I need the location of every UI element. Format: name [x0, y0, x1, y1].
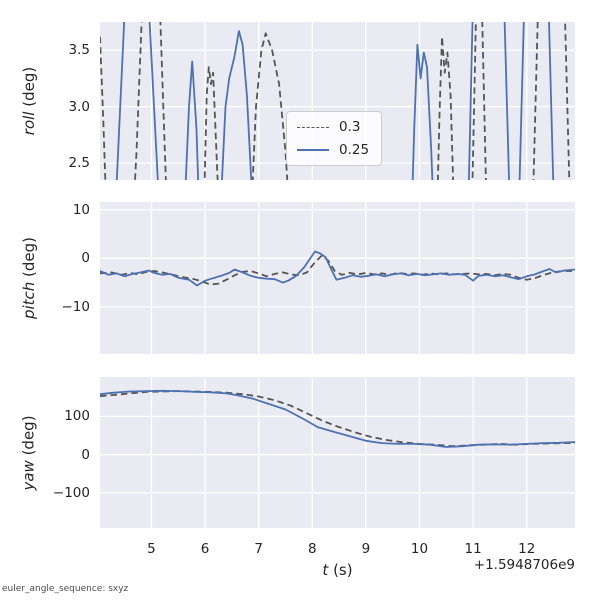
legend: 0.3 0.25 — [286, 111, 383, 166]
legend-label: 0.3 — [339, 119, 361, 135]
y-tick-label: 3.5 — [68, 42, 90, 59]
x-tick-label: 7 — [254, 541, 263, 557]
pitch-axis-label: pitch (deg) — [20, 236, 39, 320]
series-line-0.3 — [100, 254, 575, 286]
pitch-subplot — [100, 202, 575, 354]
yaw-subplot — [100, 377, 575, 528]
series-line-0.3 — [100, 22, 571, 180]
y-tick-label: 3.0 — [68, 98, 90, 115]
axes-background — [100, 202, 575, 354]
x-tick-label: 8 — [308, 541, 317, 557]
y-tick-label: 10 — [72, 201, 90, 218]
x-axis-label: t (s) — [322, 561, 353, 579]
legend-entry-solid: 0.25 — [297, 142, 369, 158]
y-tick-label: −100 — [52, 484, 90, 501]
series-line-0.25 — [100, 389, 575, 448]
dashed-line-sample-icon — [297, 126, 329, 128]
series-line-0.25 — [115, 22, 555, 180]
x-tick-label: 6 — [200, 541, 210, 557]
x-tick-label: 11 — [464, 541, 482, 557]
x-tick-label: 12 — [518, 541, 536, 557]
x-tick-label: 9 — [361, 541, 371, 557]
roll-subplot: 0.3 0.25 — [100, 22, 575, 180]
x-axis-offset-text: +1.5948706e9 — [473, 557, 575, 573]
solid-line-sample-icon — [297, 149, 329, 151]
legend-entry-dashed: 0.3 — [297, 119, 369, 135]
series-line-0.25 — [100, 250, 575, 287]
footnote: euler_angle_sequence: sxyz — [2, 584, 129, 594]
y-tick-label: −10 — [61, 298, 91, 315]
pitch-plot-area — [100, 202, 575, 354]
y-tick-label: 0 — [81, 446, 90, 463]
y-tick-label: 2.5 — [68, 155, 90, 172]
yaw-plot-area — [100, 377, 575, 528]
axes-background — [100, 377, 575, 528]
x-tick-label: 10 — [410, 541, 429, 557]
y-tick-label: 100 — [64, 408, 90, 425]
x-tick-label: 5 — [147, 541, 156, 557]
legend-label: 0.25 — [339, 142, 370, 158]
y-tick-label: 0 — [81, 250, 90, 267]
